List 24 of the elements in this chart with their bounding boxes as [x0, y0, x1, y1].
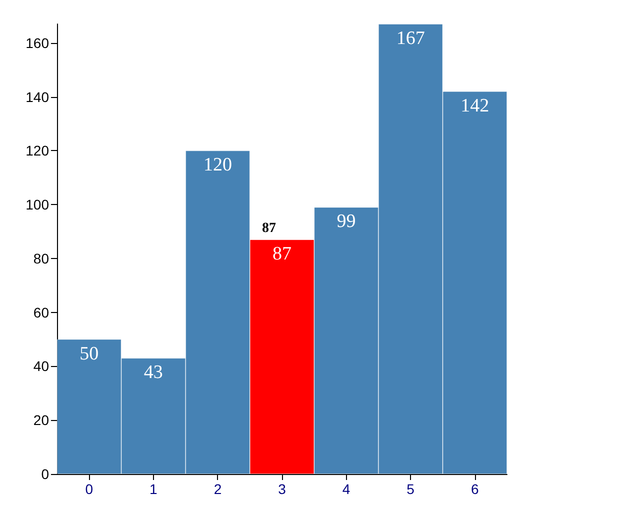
x-tick-label: 3 — [278, 481, 286, 497]
y-tick-label: 160 — [26, 34, 50, 51]
annotation: 87 — [262, 221, 276, 236]
y-tick-label: 140 — [26, 88, 50, 105]
x-tick-label: 0 — [85, 481, 94, 497]
x-tick-label: 4 — [342, 481, 350, 497]
data-label: 87 — [272, 244, 292, 265]
data-label: 50 — [80, 343, 99, 364]
y-tick-label: 120 — [26, 142, 50, 159]
y-tick-label: 60 — [33, 304, 50, 320]
y-tick-label: 100 — [26, 196, 50, 213]
y-tick-label: 80 — [33, 250, 50, 266]
data-label: 99 — [336, 211, 356, 232]
y-tick-label: 0 — [41, 466, 50, 482]
x-tick-label: 2 — [214, 481, 222, 497]
y-tick-label: 40 — [33, 358, 50, 374]
x-tick-label: 6 — [470, 481, 479, 497]
y-tick-label: 20 — [33, 412, 50, 428]
x-tick-label: 5 — [406, 481, 415, 497]
data-label: 142 — [460, 95, 490, 116]
x-tick-label: 1 — [150, 481, 158, 497]
data-label: 43 — [144, 362, 163, 384]
data-label: 167 — [396, 28, 425, 49]
data-label: 120 — [203, 154, 232, 176]
